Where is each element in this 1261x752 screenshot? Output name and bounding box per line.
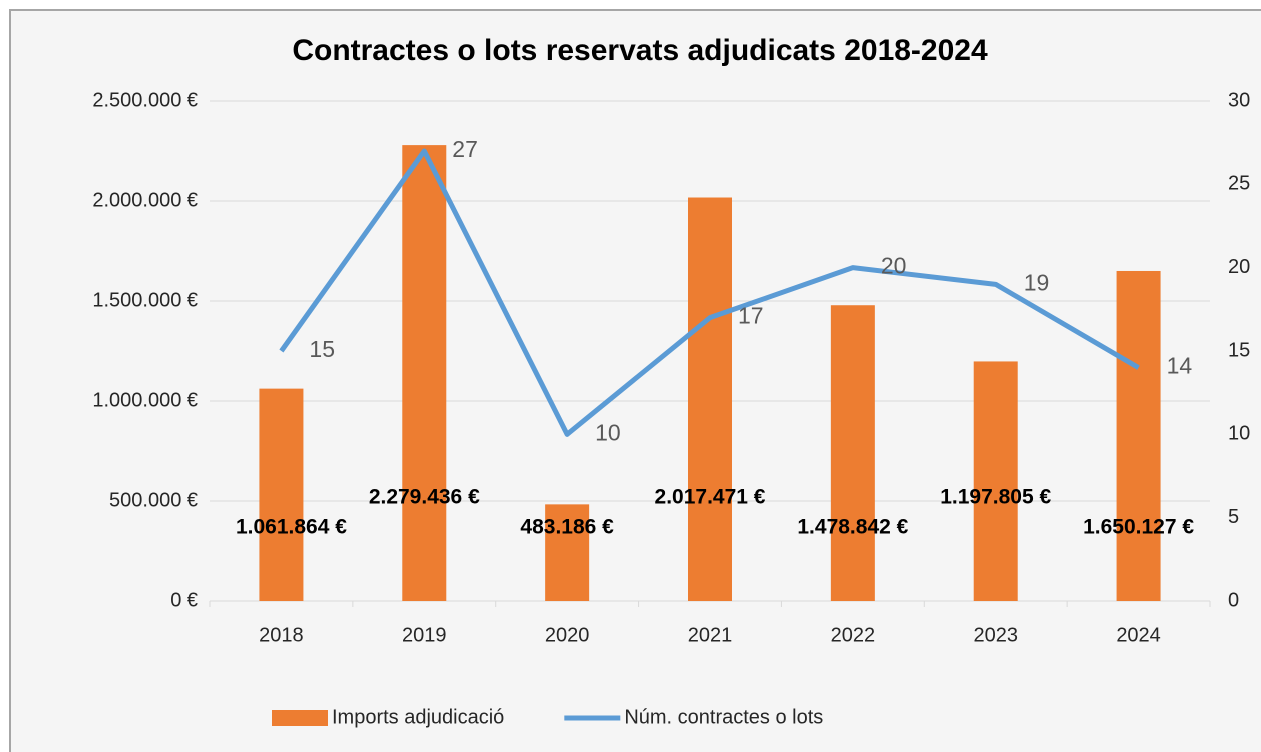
bar-value-label: 1.061.864 € (236, 516, 347, 539)
bar (1116, 270, 1161, 601)
bar-value-label: 483.186 € (520, 516, 614, 539)
x-tick-label: 2019 (402, 624, 447, 646)
bar (545, 504, 590, 601)
x-tick-label: 2024 (1116, 624, 1161, 646)
y2-tick-label: 10 (1228, 423, 1250, 445)
y-tick-label: 0 € (170, 589, 198, 611)
line-value-label: 14 (1167, 353, 1193, 379)
x-tick-label: 2022 (831, 624, 876, 646)
y2-tick-label: 30 (1228, 89, 1250, 111)
line-value-label: 17 (738, 303, 764, 329)
y-tick-label: 2.500.000 € (92, 89, 198, 111)
bar-value-label: 1.650.127 € (1083, 516, 1194, 539)
y-tick-label: 2.000.000 € (92, 189, 198, 211)
y-tick-label: 1.000.000 € (92, 389, 198, 411)
line-value-label: 20 (881, 253, 907, 279)
x-tick-label: 2018 (259, 624, 304, 646)
bar (402, 145, 447, 601)
bar (830, 305, 875, 601)
x-tick-label: 2020 (545, 624, 590, 646)
x-tick-label: 2023 (973, 624, 1018, 646)
line-value-label: 27 (452, 136, 478, 162)
y2-tick-label: 25 (1228, 173, 1250, 195)
x-tick-label: 2021 (688, 624, 733, 646)
y-tick-label: 500.000 € (109, 489, 198, 511)
line-value-label: 19 (1024, 269, 1050, 295)
line (279, 148, 1140, 437)
line-value-label: 10 (595, 419, 621, 445)
bar-value-label: 1.478.842 € (797, 516, 908, 539)
bar-value-label: 2.017.471 € (655, 486, 766, 509)
legend-swatch (272, 710, 328, 726)
y-tick-label: 1.500.000 € (92, 289, 198, 311)
bar (259, 388, 304, 601)
legend-label: Núm. contractes o lots (624, 706, 823, 728)
bar-value-label: 1.197.805 € (940, 486, 1051, 509)
y2-tick-label: 5 (1228, 506, 1239, 528)
legend-label: Imports adjudicació (332, 706, 504, 728)
y2-tick-label: 0 (1228, 589, 1239, 611)
y2-tick-label: 15 (1228, 339, 1250, 361)
bar (688, 197, 732, 601)
bar-value-label: 2.279.436 € (369, 486, 480, 509)
line-value-label: 15 (309, 336, 335, 362)
bar (973, 361, 1018, 601)
y2-tick-label: 20 (1228, 256, 1250, 278)
chart-title: Contractes o lots reservats adjudicats 2… (292, 34, 988, 67)
